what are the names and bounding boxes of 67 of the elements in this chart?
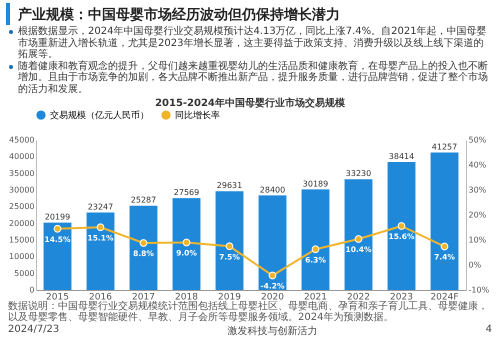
text: 根据数据显示，2024年中国母婴行业交易规模预计达4.13万亿，同比上涨7.4%。自2021年起，中国母婴市场重新进入增长轨道，尤其是2023年增长显著，这主要得益于政策支持、消费升级以及线上线下渠道的拓展等。 bbox=[0, 26, 500, 60]
bar bbox=[172, 198, 200, 290]
y-tick-label: 45000 bbox=[9, 136, 34, 144]
bar bbox=[86, 212, 114, 290]
y-tick-label: 30000 bbox=[9, 186, 34, 194]
y-tick-label: 25000 bbox=[9, 202, 34, 212]
x-tick-label: 2020 bbox=[261, 292, 284, 302]
legend-label: 交易规模（亿元人民币） bbox=[50, 110, 149, 122]
chart-subtitle: 2015-2024年中国母婴行业市场交易规模 bbox=[154, 96, 346, 110]
y-tick-label: 5000 bbox=[14, 268, 34, 278]
y2-tick-label: 0% bbox=[468, 260, 482, 270]
text: 随着健康和教育观念的提升，父母们越来越重视婴幼儿的生活品质和健康教育，在母婴产品上的投入也不断增加。且由于市场竞争的加剧，各大品牌不断推出新产品，提升服务质量，进行品牌营销，促进了整个市场的活力和发展。 bbox=[0, 60, 500, 95]
bar bbox=[44, 222, 72, 290]
y2-tick-label: -10% bbox=[468, 286, 490, 294]
data-label: 29631 bbox=[216, 181, 242, 190]
x-tick-label: 2019 bbox=[218, 292, 242, 302]
y2-tick-label: 50% bbox=[468, 136, 487, 144]
bar bbox=[344, 179, 372, 290]
text: 激发科技与创新活力 bbox=[227, 324, 318, 338]
data-label: 38414 bbox=[388, 152, 414, 161]
bar bbox=[130, 206, 158, 290]
data-label: 41257 bbox=[432, 142, 458, 152]
data-label: 27569 bbox=[174, 188, 200, 198]
x-tick-label: 2017 bbox=[132, 292, 155, 302]
point bbox=[140, 239, 148, 247]
point bbox=[226, 242, 234, 250]
legend-label: 同比增长率 bbox=[175, 110, 220, 122]
y2-tick-label: 10% bbox=[468, 236, 487, 244]
point bbox=[440, 242, 448, 250]
bar bbox=[430, 152, 458, 290]
text: 4 bbox=[486, 324, 492, 337]
y2-tick-label: 40% bbox=[468, 160, 487, 170]
x-tick-label: 2022 bbox=[347, 292, 370, 302]
y-tick-label: 20000 bbox=[9, 218, 34, 228]
x-tick-label: 2021 bbox=[304, 292, 327, 302]
point bbox=[398, 222, 406, 230]
x-tick-label: 2023 bbox=[390, 292, 413, 302]
text: 数据说明：中国母婴行业交易规模统计范围包括线上母婴社区、母婴电商、孕育和亲子育儿工具、母婴健康，以及母婴零售、母婴智能硬件、早教、月子会所等母婴服务领域。2024年为预测数据。 bbox=[7, 301, 489, 323]
x-tick-label: 2016 bbox=[89, 292, 112, 302]
bar bbox=[388, 162, 416, 290]
x-tick-label: 2024F bbox=[430, 292, 459, 302]
point bbox=[96, 223, 104, 232]
data-label: 25287 bbox=[130, 196, 156, 205]
data-label: 33230 bbox=[346, 169, 372, 178]
text: 2024/7/23 bbox=[8, 324, 60, 337]
point bbox=[354, 235, 362, 243]
data-label: 30189 bbox=[302, 179, 328, 188]
y-tick-label: 0 bbox=[29, 286, 34, 294]
x-tick-label: 2015 bbox=[46, 292, 69, 302]
y-tick-label: 15000 bbox=[9, 236, 34, 244]
point bbox=[268, 272, 276, 280]
y2-tick-label: 20% bbox=[468, 210, 487, 220]
x-tick-label: 2018 bbox=[175, 292, 198, 302]
data-label: 28400 bbox=[260, 185, 286, 194]
bar bbox=[258, 195, 286, 290]
y2-tick-label: 30% bbox=[468, 186, 487, 194]
point bbox=[182, 238, 190, 246]
bar bbox=[216, 191, 244, 290]
data-label: 23247 bbox=[88, 202, 114, 212]
chart-title: 产业规模：中国母婴市场经历波动但仍保持增长潜力 bbox=[6, 3, 494, 25]
bar bbox=[302, 189, 330, 290]
y-tick-label: 35000 bbox=[9, 168, 34, 178]
point bbox=[54, 224, 62, 233]
point bbox=[312, 245, 320, 254]
y-tick-label: 40000 bbox=[9, 152, 34, 162]
data-label: 20199 bbox=[44, 212, 70, 222]
y-tick-label: 10000 bbox=[9, 252, 34, 262]
